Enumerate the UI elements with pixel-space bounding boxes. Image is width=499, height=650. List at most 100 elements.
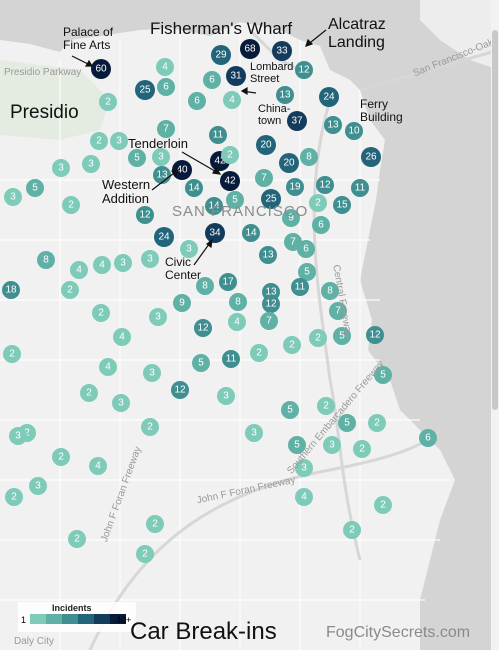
incident-cluster[interactable]: 7	[260, 312, 278, 330]
incident-cluster[interactable]: 3	[82, 155, 100, 173]
incident-cluster[interactable]: 12	[262, 295, 280, 313]
incident-cluster[interactable]: 2	[92, 304, 110, 322]
incident-cluster[interactable]: 4	[295, 488, 313, 506]
incident-cluster[interactable]: 3	[245, 424, 263, 442]
incident-cluster[interactable]: 4	[228, 313, 246, 331]
incident-cluster[interactable]: 5	[128, 149, 146, 167]
incident-cluster[interactable]: 12	[194, 319, 212, 337]
incident-cluster[interactable]: 2	[250, 344, 268, 362]
incident-cluster[interactable]: 17	[219, 273, 237, 291]
incident-cluster[interactable]: 3	[52, 159, 70, 177]
incident-cluster[interactable]: 2	[99, 93, 117, 111]
incident-cluster[interactable]: 5	[26, 179, 44, 197]
incident-cluster[interactable]: 12	[316, 176, 334, 194]
incident-cluster[interactable]: 12	[295, 61, 313, 79]
incident-cluster[interactable]: 4	[99, 358, 117, 376]
incident-cluster[interactable]: 8	[300, 148, 318, 166]
incident-cluster[interactable]: 24	[154, 227, 174, 247]
incident-cluster[interactable]: 3	[112, 394, 130, 412]
incident-cluster[interactable]: 8	[229, 293, 247, 311]
scrollbar-thumb[interactable]	[492, 30, 498, 410]
incident-cluster[interactable]: 2	[62, 196, 80, 214]
incident-cluster[interactable]: 2	[3, 345, 21, 363]
incident-cluster[interactable]: 33	[272, 41, 292, 61]
incident-cluster[interactable]: 25	[135, 80, 155, 100]
incident-cluster[interactable]: 2	[141, 418, 159, 436]
incident-cluster[interactable]: 6	[203, 71, 221, 89]
incident-cluster[interactable]: 7	[255, 169, 273, 187]
incident-cluster[interactable]: 2	[221, 146, 239, 164]
incident-cluster[interactable]: 2	[80, 384, 98, 402]
incident-cluster[interactable]: 7	[329, 302, 347, 320]
incident-cluster[interactable]: 8	[321, 282, 339, 300]
incident-cluster[interactable]: 3	[217, 387, 235, 405]
incident-cluster[interactable]: 68	[240, 39, 260, 59]
incident-cluster[interactable]: 6	[312, 216, 330, 234]
incident-cluster[interactable]: 11	[209, 126, 227, 144]
incident-cluster[interactable]: 4	[113, 328, 131, 346]
incident-cluster[interactable]: 3	[114, 254, 132, 272]
incident-cluster[interactable]: 14	[205, 197, 223, 215]
incident-cluster[interactable]: 13	[324, 116, 342, 134]
incident-cluster[interactable]: 4	[93, 256, 111, 274]
incident-cluster[interactable]: 2	[368, 414, 386, 432]
incident-cluster[interactable]: 2	[353, 440, 371, 458]
incident-cluster[interactable]: 13	[259, 246, 277, 264]
incident-cluster[interactable]: 40	[172, 160, 192, 180]
incident-cluster[interactable]: 25	[261, 189, 281, 209]
incident-cluster[interactable]: 60	[91, 59, 111, 79]
incident-cluster[interactable]: 12	[136, 206, 154, 224]
incident-cluster[interactable]: 14	[185, 179, 203, 197]
incident-cluster[interactable]: 24	[319, 87, 339, 107]
incident-cluster[interactable]: 5	[333, 327, 351, 345]
incident-cluster[interactable]: 2	[136, 545, 154, 563]
incident-cluster[interactable]: 3	[323, 436, 341, 454]
incident-cluster[interactable]: 2	[90, 132, 108, 150]
incident-cluster[interactable]: 2	[68, 530, 86, 548]
incident-cluster[interactable]: 2	[343, 521, 361, 539]
incident-cluster[interactable]: 4	[70, 261, 88, 279]
incident-cluster[interactable]: 34	[205, 223, 225, 243]
incident-cluster[interactable]: 3	[9, 427, 27, 445]
incident-cluster[interactable]: 2	[309, 194, 327, 212]
incident-cluster[interactable]: 4	[156, 58, 174, 76]
incident-cluster[interactable]: 6	[297, 240, 315, 258]
incident-cluster[interactable]: 37	[287, 111, 307, 131]
incident-cluster[interactable]: 29	[211, 45, 231, 65]
incident-cluster[interactable]: 8	[37, 251, 55, 269]
incident-cluster[interactable]: 5	[226, 191, 244, 209]
incident-cluster[interactable]: 11	[291, 278, 309, 296]
incident-cluster[interactable]: 31	[226, 66, 246, 86]
incident-cluster[interactable]: 19	[286, 178, 304, 196]
incident-cluster[interactable]: 9	[173, 294, 191, 312]
incident-cluster[interactable]: 13	[153, 166, 171, 184]
incident-cluster[interactable]: 6	[188, 92, 206, 110]
incident-cluster[interactable]: 4	[89, 457, 107, 475]
incident-cluster[interactable]: 3	[110, 132, 128, 150]
incident-cluster[interactable]: 2	[283, 336, 301, 354]
incident-cluster[interactable]: 5	[281, 401, 299, 419]
incident-cluster[interactable]: 14	[242, 224, 260, 242]
incident-cluster[interactable]: 5	[298, 263, 316, 281]
incident-cluster[interactable]: 3	[4, 188, 22, 206]
incident-cluster[interactable]: 11	[222, 350, 240, 368]
incident-cluster[interactable]: 6	[157, 78, 175, 96]
incident-cluster[interactable]: 2	[146, 515, 164, 533]
incident-cluster[interactable]: 9	[282, 209, 300, 227]
incident-cluster[interactable]: 3	[152, 148, 170, 166]
incident-cluster[interactable]: 42	[220, 171, 240, 191]
incident-cluster[interactable]: 15	[333, 196, 351, 214]
incident-cluster[interactable]: 4	[223, 91, 241, 109]
incident-cluster[interactable]: 3	[149, 308, 167, 326]
incident-cluster[interactable]: 5	[338, 414, 356, 432]
incident-cluster[interactable]: 5	[288, 436, 306, 454]
incident-cluster[interactable]: 20	[256, 135, 276, 155]
incident-cluster[interactable]: 3	[180, 240, 198, 258]
incident-cluster[interactable]: 7	[157, 120, 175, 138]
scrollbar[interactable]	[491, 0, 499, 650]
incident-cluster[interactable]: 2	[52, 448, 70, 466]
incident-cluster[interactable]: 8	[196, 277, 214, 295]
incident-cluster[interactable]: 2	[374, 496, 392, 514]
incident-cluster[interactable]: 13	[276, 86, 294, 104]
